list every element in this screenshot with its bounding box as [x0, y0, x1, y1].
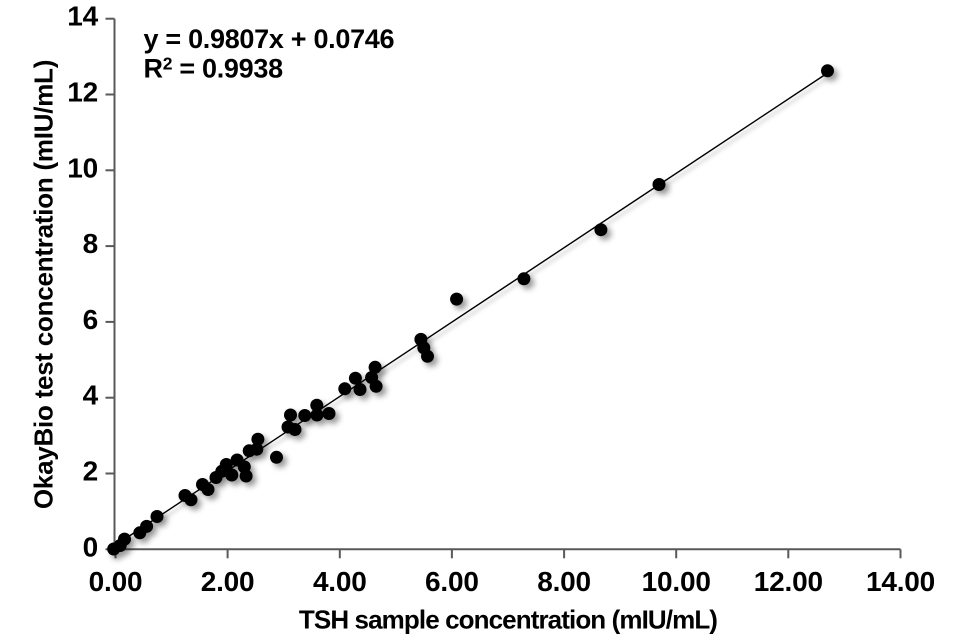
svg-text:OkayBio test concentration (mI: OkayBio test concentration (mIU/mL): [29, 60, 59, 509]
svg-text:4.00: 4.00: [313, 566, 367, 597]
svg-text:6: 6: [83, 304, 98, 335]
svg-text:10: 10: [67, 152, 98, 183]
svg-text:12: 12: [67, 77, 98, 108]
svg-text:0.00: 0.00: [89, 566, 143, 597]
svg-text:2: 2: [83, 456, 98, 487]
svg-text:14: 14: [67, 1, 98, 32]
svg-text:0: 0: [83, 531, 98, 562]
svg-text:12.00: 12.00: [754, 566, 823, 597]
svg-text:TSH sample concentration (mIU/: TSH sample concentration (mIU/mL): [299, 605, 717, 635]
svg-text:14.00: 14.00: [866, 566, 935, 597]
svg-text:8: 8: [83, 228, 98, 259]
svg-text:2.00: 2.00: [201, 566, 255, 597]
svg-text:y = 0.9807x + 0.0746: y = 0.9807x + 0.0746: [144, 24, 395, 54]
svg-text:6.00: 6.00: [425, 566, 479, 597]
svg-text:4: 4: [83, 380, 99, 411]
svg-text:10.00: 10.00: [642, 566, 711, 597]
svg-text:8.00: 8.00: [537, 566, 591, 597]
